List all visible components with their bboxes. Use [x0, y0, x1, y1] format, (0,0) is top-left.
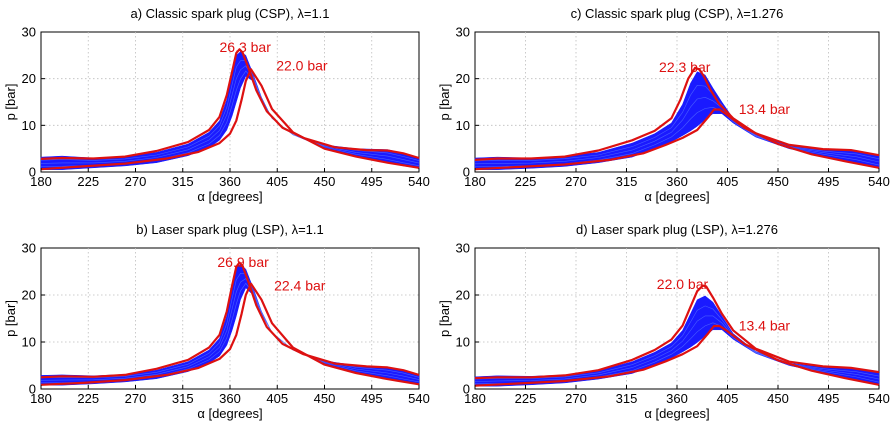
x-tick-label: 315: [172, 391, 194, 406]
x-tick-label: 270: [565, 391, 587, 406]
panel-title: d) Laser spark plug (LSP), λ=1.276: [576, 222, 778, 237]
y-tick-label: 20: [456, 288, 470, 303]
min-pressure-curve: [474, 108, 880, 171]
panel-c-chart: 180 225 270 315 360 405 450 495 540 0 10 20 30 c) Cla…: [437, 6, 890, 204]
y-tick-label: 10: [22, 335, 36, 350]
x-tick-label: 270: [565, 174, 587, 189]
min-pressure-curve: [40, 68, 420, 171]
x-tick-label: 360: [219, 174, 241, 189]
x-tick-label: 315: [616, 174, 638, 189]
x-tick-label: 180: [30, 391, 52, 406]
y-tick-label: 0: [463, 382, 470, 397]
panel-a-chart: 180 225 270 315 360 405 450 495 540 0 10 20 30 a) Cla…: [3, 6, 430, 204]
cycle-trace: [40, 278, 420, 381]
min-pressure-curve: [474, 324, 880, 387]
x-tick-label: 360: [666, 174, 688, 189]
y-tick-label: 30: [456, 241, 470, 256]
peak-annotation: 13.4 bar: [739, 101, 791, 117]
panel-b-chart: 180 225 270 315 360 405 450 495 540 0 10 20 30 b) Las…: [3, 222, 430, 421]
cycle-trace: [40, 65, 420, 164]
max-pressure-curve: [474, 284, 880, 380]
y-tick-label: 20: [456, 71, 470, 86]
y-axis-label: p [bar]: [3, 300, 18, 337]
x-tick-label: 495: [361, 391, 383, 406]
x-tick-label: 495: [361, 174, 383, 189]
x-tick-label: 180: [30, 174, 52, 189]
y-axis-label: p [bar]: [437, 300, 452, 337]
peak-annotation: 26.3 bar: [220, 39, 272, 55]
peak-annotation: 22.0 bar: [657, 276, 709, 292]
y-tick-label: 10: [22, 118, 36, 133]
y-tick-label: 30: [456, 25, 470, 40]
max-pressure-curve: [474, 66, 880, 161]
max-pressure-curve: [40, 48, 420, 160]
x-tick-label: 540: [868, 391, 890, 406]
y-tick-label: 10: [456, 335, 470, 350]
y-tick-label: 0: [29, 382, 36, 397]
x-tick-label: 225: [77, 391, 99, 406]
x-tick-label: 180: [464, 391, 486, 406]
min-pressure-curve: [40, 282, 420, 386]
x-tick-label: 360: [666, 391, 688, 406]
x-axis-label: α [degrees]: [197, 406, 262, 421]
x-tick-label: 540: [408, 174, 430, 189]
x-tick-label: 450: [767, 174, 789, 189]
y-tick-label: 0: [463, 165, 470, 180]
panel-title: b) Laser spark plug (LSP), λ=1.1: [136, 222, 324, 237]
peak-annotation: 22.4 bar: [274, 277, 326, 293]
y-tick-label: 30: [22, 241, 36, 256]
x-axis-label: α [degrees]: [197, 189, 262, 204]
x-tick-label: 405: [266, 391, 288, 406]
panel-title: c) Classic spark plug (CSP), λ=1.276: [571, 6, 784, 21]
x-tick-label: 405: [717, 174, 739, 189]
x-tick-label: 270: [125, 174, 147, 189]
y-axis-label: p [bar]: [437, 84, 452, 121]
x-tick-label: 225: [515, 391, 537, 406]
x-axis-label: α [degrees]: [644, 189, 709, 204]
x-tick-label: 405: [266, 174, 288, 189]
x-tick-label: 225: [515, 174, 537, 189]
x-tick-label: 540: [868, 174, 890, 189]
peak-annotation: 26.9 bar: [217, 254, 269, 270]
max-pressure-curve: [40, 261, 420, 379]
y-tick-label: 0: [29, 165, 36, 180]
y-tick-label: 10: [456, 118, 470, 133]
x-tick-label: 450: [767, 391, 789, 406]
y-tick-label: 20: [22, 288, 36, 303]
x-tick-label: 270: [125, 391, 147, 406]
x-tick-label: 315: [616, 391, 638, 406]
x-tick-label: 540: [408, 391, 430, 406]
x-axis-label: α [degrees]: [644, 406, 709, 421]
y-axis-label: p [bar]: [3, 84, 18, 121]
x-tick-label: 450: [314, 391, 336, 406]
x-tick-label: 225: [77, 174, 99, 189]
panel-title: a) Classic spark plug (CSP), λ=1.1: [130, 6, 329, 21]
y-tick-label: 30: [22, 25, 36, 40]
x-tick-label: 360: [219, 391, 241, 406]
x-tick-label: 180: [464, 174, 486, 189]
peak-annotation: 22.3 bar: [659, 59, 711, 75]
x-tick-label: 495: [818, 174, 840, 189]
y-tick-label: 20: [22, 71, 36, 86]
peak-annotation: 13.4 bar: [739, 318, 791, 334]
peak-annotation: 22.0 bar: [276, 58, 328, 74]
x-tick-label: 495: [818, 391, 840, 406]
x-tick-label: 450: [314, 174, 336, 189]
x-tick-label: 405: [717, 391, 739, 406]
x-tick-label: 315: [172, 174, 194, 189]
panel-d-chart: 180 225 270 315 360 405 450 495 540 0 10 20 30 d) Las…: [437, 222, 890, 421]
